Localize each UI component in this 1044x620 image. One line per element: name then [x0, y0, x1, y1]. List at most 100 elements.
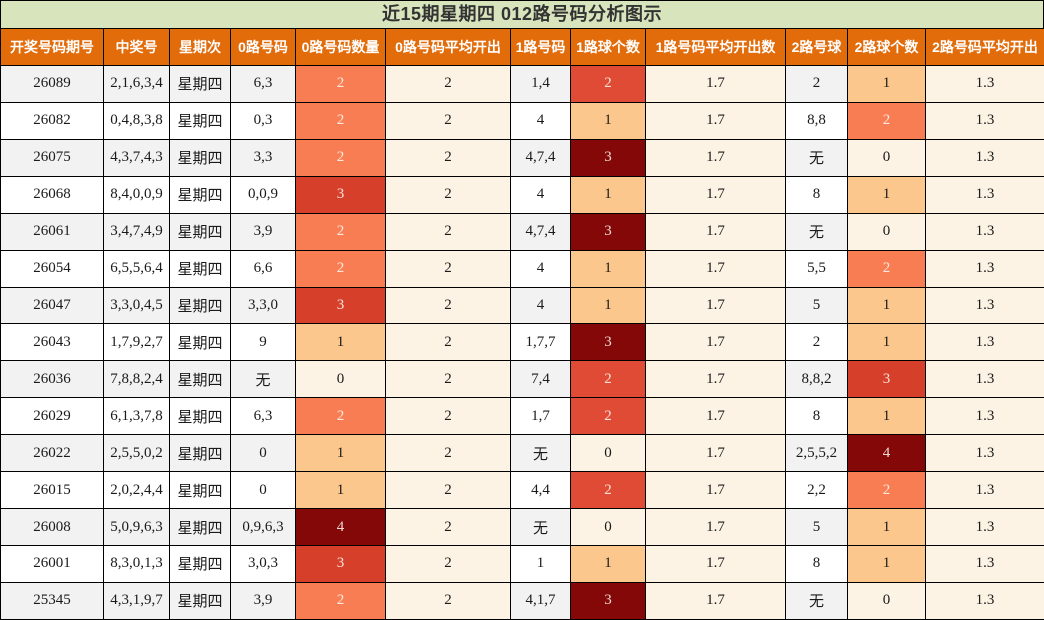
table-cell: 星期四: [169, 138, 231, 177]
table-cell: 3,9: [230, 212, 296, 251]
table-cell: 4: [510, 286, 571, 325]
table-cell: 2: [847, 249, 926, 288]
table-cell: 2: [295, 249, 386, 288]
table-cell: 1.3: [925, 212, 1044, 251]
table-cell: 26043: [0, 323, 104, 362]
table-cell: 1.7: [645, 175, 786, 214]
column-header: 0路号码平均开出: [385, 28, 511, 66]
table-cell: 26054: [0, 249, 104, 288]
column-header: 星期次: [169, 28, 231, 66]
table-cell: 1.3: [925, 65, 1044, 103]
table-cell: 2: [385, 508, 511, 546]
table-cell: 1.3: [925, 508, 1044, 546]
table-cell: 1.3: [925, 471, 1044, 510]
table-cell: 2: [385, 434, 511, 473]
table-cell: 4,3,1,9,7: [103, 581, 170, 620]
table-cell: 2: [295, 101, 386, 140]
table-cell: 2: [570, 471, 646, 510]
table-cell: 1.7: [645, 286, 786, 325]
table-cell: 无: [785, 581, 848, 620]
table-cell: 1.3: [925, 286, 1044, 325]
table-cell: 7,4: [510, 360, 571, 399]
table-row: 26089 2,1,6,3,4 星期四 6,3 2 2 1,4 2 1.7 2 1 1.3: [0, 65, 1044, 103]
table-row: 26047 3,3,0,4,5 星期四 3,3,0 3 2 4 1 1.7 5 1 1.3: [0, 286, 1044, 325]
table-cell: 3: [570, 138, 646, 177]
table-cell: 2: [570, 65, 646, 103]
table-cell: 1: [570, 544, 646, 583]
table-cell: 2: [385, 323, 511, 362]
table-cell: 星期四: [169, 360, 231, 399]
table-cell: 4,7,4: [510, 138, 571, 177]
table-cell: 3: [570, 581, 646, 620]
table-cell: 1,7,7: [510, 323, 571, 362]
table-cell: 无: [510, 434, 571, 473]
table-cell: 1: [295, 471, 386, 510]
table-cell: 星期四: [169, 471, 231, 510]
table-cell: 1: [847, 65, 926, 103]
table-cell: 8,8: [785, 101, 848, 140]
table-row: 26061 3,4,7,4,9 星期四 3,9 2 2 4,7,4 3 1.7 无 0 1.3: [0, 212, 1044, 251]
table-cell: 1: [847, 286, 926, 325]
table-cell: 0: [230, 434, 296, 473]
table-cell: 1.7: [645, 138, 786, 177]
table-cell: 8,8,2: [785, 360, 848, 399]
column-header: 1路号码平均开出数: [645, 28, 786, 66]
table-cell: 1: [847, 397, 926, 436]
table-cell: 1,4: [510, 65, 571, 103]
table-row: 26015 2,0,2,4,4 星期四 0 1 2 4,4 2 1.7 2,2 2 1.3: [0, 471, 1044, 510]
table-cell: 星期四: [169, 434, 231, 473]
header-row: 开奖号码期号 中奖号 星期次 0路号码 0路号码数量 0路号码平均开出 1路号码 1路球个数 1…: [0, 28, 1044, 66]
table-cell: 2: [385, 65, 511, 103]
table-cell: 0: [847, 581, 926, 620]
table-cell: 1.7: [645, 360, 786, 399]
table-cell: 1.7: [645, 212, 786, 251]
table-cell: 6,3: [230, 65, 296, 103]
table-cell: 1.3: [925, 138, 1044, 177]
table-cell: 1.3: [925, 434, 1044, 473]
table-cell: 3: [295, 286, 386, 325]
table-row: 26029 6,1,3,7,8 星期四 6,3 2 2 1,7 2 1.7 8 1 1.3: [0, 397, 1044, 436]
table-cell: 2: [295, 581, 386, 620]
table-cell: 星期四: [169, 544, 231, 583]
table-cell: 3: [295, 175, 386, 214]
table-cell: 5: [785, 508, 848, 546]
table-cell: 1: [570, 101, 646, 140]
column-header: 2路号码平均开出: [925, 28, 1044, 66]
table-cell: 1: [847, 544, 926, 583]
table-cell: 6,3: [230, 397, 296, 436]
table-cell: 无: [785, 138, 848, 177]
table-cell: 1.7: [645, 397, 786, 436]
table-row: 26008 5,0,9,6,3 星期四 0,9,6,3 4 2 无 0 1.7 5 1 1.3: [0, 508, 1044, 546]
table-cell: 1.3: [925, 175, 1044, 214]
table-cell: 2,0,2,4,4: [103, 471, 170, 510]
table-cell: 3,3,0,4,5: [103, 286, 170, 325]
table-cell: 星期四: [169, 508, 231, 546]
table-cell: 0,4,8,3,8: [103, 101, 170, 140]
analysis-table: 开奖号码期号 中奖号 星期次 0路号码 0路号码数量 0路号码平均开出 1路号码 1路球个数 1…: [0, 28, 1044, 620]
table-cell: 2: [295, 65, 386, 103]
page-title: 近15期星期四 012路号码分析图示: [0, 0, 1044, 28]
table-cell: 0: [295, 360, 386, 399]
table-cell: 2: [385, 138, 511, 177]
table-cell: 26082: [0, 101, 104, 140]
table-cell: 1.7: [645, 434, 786, 473]
table-cell: 无: [510, 508, 571, 546]
table-cell: 星期四: [169, 323, 231, 362]
table-cell: 5,5: [785, 249, 848, 288]
table-cell: 26022: [0, 434, 104, 473]
table-cell: 2: [295, 138, 386, 177]
table-cell: 0,0,9: [230, 175, 296, 214]
table-cell: 2: [385, 286, 511, 325]
table-row: 26082 0,4,8,3,8 星期四 0,3 2 2 4 1 1.7 8,8 2 1.3: [0, 101, 1044, 140]
table-cell: 26015: [0, 471, 104, 510]
table-cell: 星期四: [169, 286, 231, 325]
table-cell: 2,5,5,2: [785, 434, 848, 473]
table-cell: 1: [570, 175, 646, 214]
table-cell: 2: [847, 101, 926, 140]
column-header: 0路号码数量: [295, 28, 386, 66]
table-cell: 7,8,8,2,4: [103, 360, 170, 399]
table-row: 26036 7,8,8,2,4 星期四无 0 2 7,4 2 1.7 8,8,2 3 1.3: [0, 360, 1044, 399]
table-cell: 2: [570, 397, 646, 436]
table-cell: 8,4,0,0,9: [103, 175, 170, 214]
